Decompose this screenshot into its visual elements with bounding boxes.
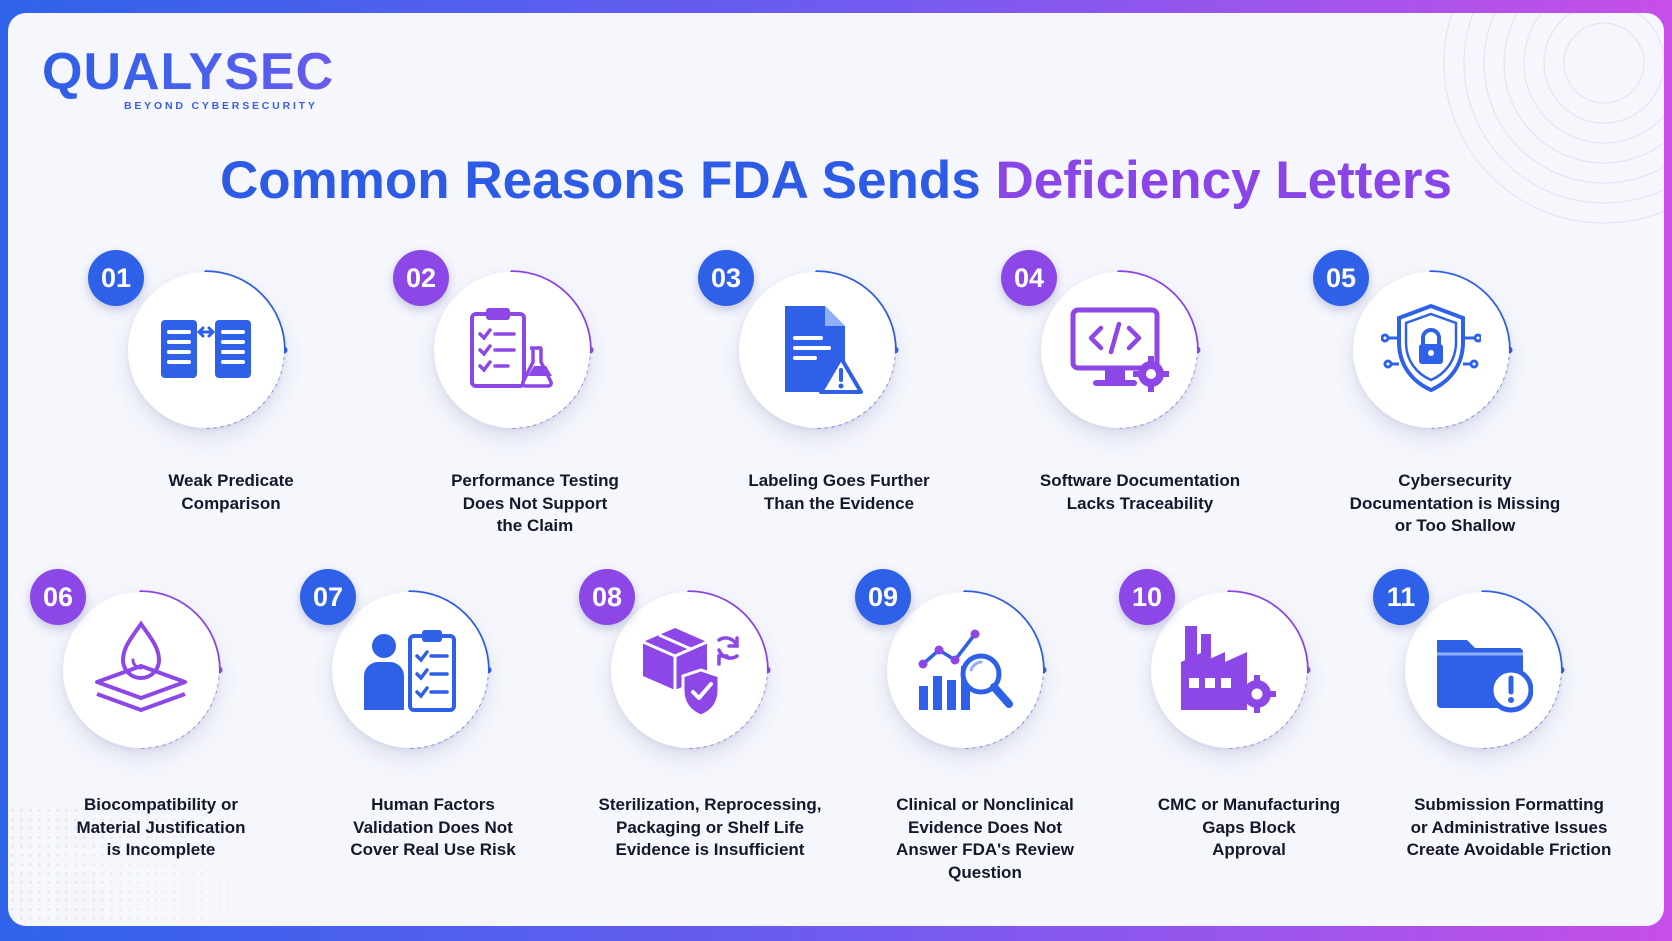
page-title: Common Reasons FDA Sends Deficiency Lett… [0, 150, 1672, 211]
number-badge: 02 [393, 250, 449, 306]
shield-lock-icon [1381, 300, 1481, 400]
number-badge: 08 [579, 569, 635, 625]
clipboard-flask-icon [462, 300, 562, 400]
reason-label-line2: Does Not Support [462, 493, 608, 513]
reason-label: Software Documentation Lacks Traceability [1010, 470, 1270, 515]
icon-disc [128, 272, 284, 428]
reason-label: Biocompatibility or Material Justificatio… [31, 794, 291, 862]
icon-disc [1041, 272, 1197, 428]
number-badge: 05 [1313, 250, 1369, 306]
reason-label-line1: Sterilization, Reprocessing, [598, 795, 822, 814]
reason-label: Weak Predicate Comparison [101, 470, 361, 515]
number-badge: 01 [88, 250, 144, 306]
reason-label-line1: Weak Predicate [168, 471, 294, 490]
factory-gear-icon [1179, 620, 1279, 720]
reason-item [1019, 250, 1219, 450]
reason-label: CMC or Manufacturing Gaps Block Approval [1119, 794, 1379, 862]
title-part-1: Common Reasons FDA Sends [219, 151, 996, 210]
reason-item [589, 570, 789, 770]
number-badge: 06 [30, 569, 86, 625]
reason-label-line2: Gaps Block [1202, 817, 1296, 837]
reason-label-line3: Answer FDA's Review [896, 840, 1074, 859]
person-checklist-icon [360, 620, 460, 720]
reason-label-line2: Evidence Does Not [908, 817, 1062, 837]
icon-disc [63, 592, 219, 748]
reason-item [1331, 250, 1531, 450]
brand-logo: QUALYSEC BEYOND CYBERSECURITY [42, 38, 362, 118]
brand-name: QUALYSEC [42, 43, 335, 101]
reason-label: Human Factors Validation Does Not Cover Re… [303, 794, 563, 862]
reason-label-line1: Clinical or Nonclinical [896, 795, 1074, 814]
reason-item [310, 570, 510, 770]
chart-magnifier-icon [915, 620, 1015, 720]
reason-label-line1: Cybersecurity [1398, 471, 1512, 490]
reason-label-line3: Approval [1212, 840, 1286, 859]
reason-label-line2: Lacks Traceability [1066, 493, 1214, 513]
reason-label-line1: CMC or Manufacturing [1157, 795, 1341, 814]
decorative-arcs [1443, 13, 1664, 224]
reason-label: Clinical or Nonclinical Evidence Does Not… [855, 794, 1115, 884]
reason-label: Labeling Goes Further Than the Evidence [709, 470, 969, 515]
number-badge: 10 [1119, 569, 1175, 625]
reason-label-line1: Software Documentation [1039, 471, 1241, 490]
reason-label-line1: Submission Formatting [1414, 795, 1604, 814]
number-badge: 07 [300, 569, 356, 625]
reason-label-line4: Question [948, 862, 1022, 882]
reason-label-line3: Evidence is Insufficient [615, 840, 805, 859]
reason-label-line1: Labeling Goes Further [748, 471, 930, 490]
reason-label-line1: Performance Testing [451, 471, 619, 490]
brand-tagline: BEYOND CYBERSECURITY [124, 100, 318, 112]
reason-label-line1: Human Factors [371, 795, 495, 814]
reason-label: Performance Testing Does Not Support the C… [405, 470, 665, 538]
monitor-code-gear-icon [1069, 300, 1169, 400]
reason-label-line3: Cover Real Use Risk [350, 840, 516, 859]
number-badge: 03 [698, 250, 754, 306]
drop-layers-icon [91, 620, 191, 720]
reason-item [865, 570, 1065, 770]
reason-label-line2: Material Justification [76, 817, 246, 837]
reason-label-line2: Validation Does Not [353, 817, 513, 837]
reason-label-line3: or Too Shallow [1394, 516, 1516, 535]
reason-label-line2: Than the Evidence [763, 493, 915, 513]
number-badge: 09 [855, 569, 911, 625]
reason-item [106, 250, 306, 450]
reason-label-line3: is Incomplete [106, 840, 216, 859]
compare-documents-icon [156, 300, 256, 400]
reason-label: Cybersecurity Documentation is Missing or … [1325, 470, 1585, 538]
number-badge: 11 [1373, 569, 1429, 625]
reason-item [412, 250, 612, 450]
reason-label-line2: Documentation is Missing [1349, 493, 1561, 513]
reason-label-line1: Biocompatibility or [84, 795, 238, 814]
reason-item [1129, 570, 1329, 770]
infographic-card [8, 13, 1664, 926]
reason-label: Submission Formatting or Administrative I… [1379, 794, 1639, 862]
reason-label-line3: Create Avoidable Friction [1406, 840, 1612, 859]
title-part-2: Deficiency Letters [995, 151, 1453, 210]
reason-label: Sterilization, Reprocessing, Packaging or… [580, 794, 840, 862]
reason-item [41, 570, 241, 770]
reason-label-line2: Packaging or Shelf Life [616, 817, 804, 837]
number-badge: 04 [1001, 250, 1057, 306]
reason-label-line2: or Administrative Issues [1410, 817, 1608, 837]
package-shield-icon [639, 620, 739, 720]
decorative-dots [8, 806, 388, 926]
folder-alert-icon [1433, 620, 1533, 720]
document-warning-icon [767, 300, 867, 400]
reason-label-line2: Comparison [181, 493, 281, 513]
reason-label-line3: the Claim [496, 516, 574, 535]
reason-item [717, 250, 917, 450]
reason-item [1383, 570, 1583, 770]
